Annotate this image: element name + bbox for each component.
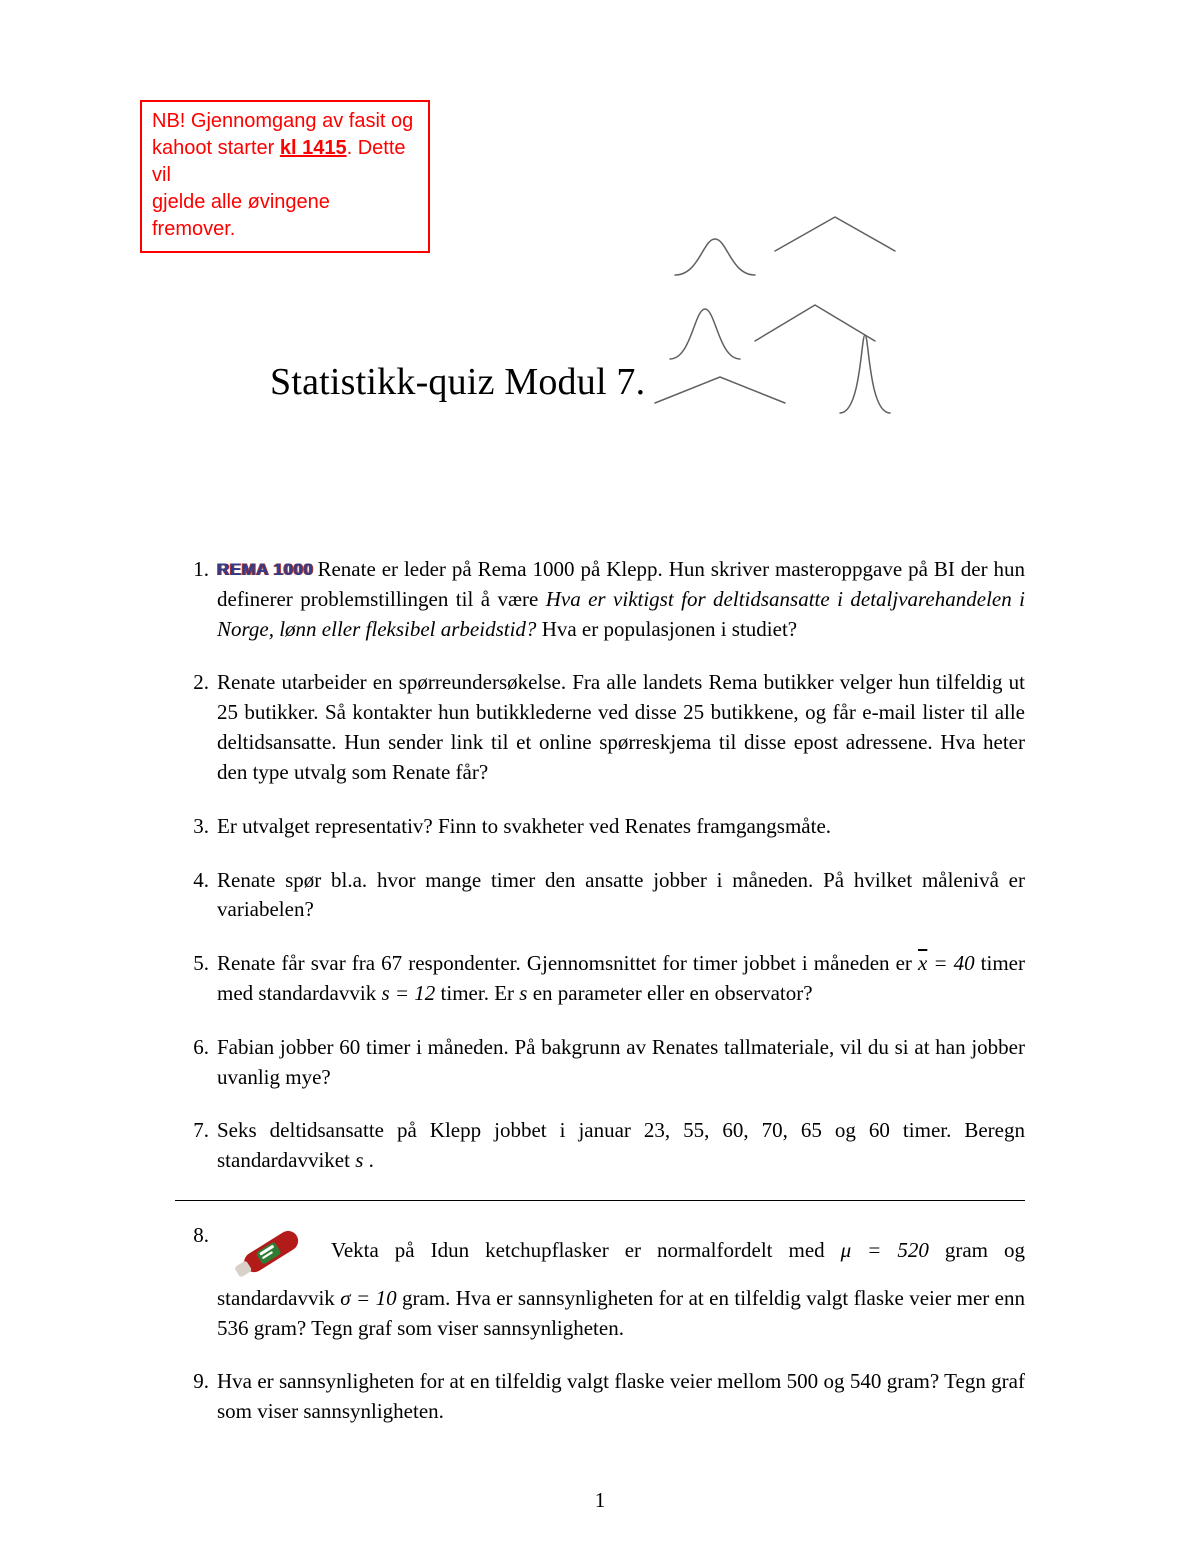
q-text: Renate spør bl.a. hvor mange timer den a… — [217, 868, 1025, 922]
math: s = 12 — [381, 981, 435, 1005]
question-number: 5. — [175, 949, 217, 1009]
q-text: Vekta på Idun ketchupflasker er normalfo… — [331, 1238, 841, 1262]
notice-box: NB! Gjennomgang av fasit og kahoot start… — [140, 100, 430, 253]
q-text: Hva er populasjonen i studiet? — [536, 617, 797, 641]
q-text: Renate utarbeider en spørreundersøkelse.… — [217, 670, 1025, 783]
notice-underlined: kl 1415 — [280, 137, 347, 159]
question-number: 2. — [175, 668, 217, 787]
title-block: Statistikk-quiz Modul 7. — [270, 360, 970, 404]
question-item: 9.Hva er sannsynligheten for at en tilfe… — [175, 1367, 1025, 1427]
section-divider — [175, 1200, 1025, 1201]
question-item: 2.Renate utarbeider en spørreundersøkels… — [175, 668, 1025, 787]
q-text: Seks deltidsansatte på Klepp jobbet i ja… — [217, 1118, 1025, 1172]
question-body: Hva er sannsynligheten for at en tilfeld… — [217, 1367, 1025, 1427]
math: μ = 520 — [841, 1238, 929, 1262]
question-body: Renate får svar fra 67 respondenter. Gje… — [217, 949, 1025, 1009]
question-number: 3. — [175, 812, 217, 842]
question-body: REMA 1000Renate er leder på Rema 1000 på… — [217, 555, 1025, 644]
math: x = 40 — [918, 951, 975, 975]
question-item: 8. Vekta på Idun ketchupflasker er norma… — [175, 1221, 1025, 1343]
question-item: 1.REMA 1000Renate er leder på Rema 1000 … — [175, 555, 1025, 644]
question-item: 4.Renate spør bl.a. hvor mange timer den… — [175, 866, 1025, 926]
q-text: . — [363, 1148, 374, 1172]
page-number: 1 — [0, 1488, 1200, 1513]
questions-list: 1.REMA 1000Renate er leder på Rema 1000 … — [175, 555, 1025, 1451]
notice-line3: gjelde alle øvingene fremover. — [152, 191, 330, 240]
question-body: Vekta på Idun ketchupflasker er normalfo… — [217, 1221, 1025, 1343]
question-number: 6. — [175, 1033, 217, 1093]
page: NB! Gjennomgang av fasit og kahoot start… — [0, 0, 1200, 1553]
math: σ = 10 — [340, 1286, 396, 1310]
question-number: 1. — [175, 555, 217, 644]
q-text: Er utvalget representativ? Finn to svakh… — [217, 814, 831, 838]
question-number: 7. — [175, 1116, 217, 1176]
question-body: Fabian jobber 60 timer i måneden. På bak… — [217, 1033, 1025, 1093]
notice-line2a: kahoot starter — [152, 137, 280, 159]
question-body: Renate spør bl.a. hvor mange timer den a… — [217, 866, 1025, 926]
ketchup-icon — [217, 1221, 327, 1281]
question-body: Renate utarbeider en spørreundersøkelse.… — [217, 668, 1025, 787]
question-number: 8. — [175, 1221, 217, 1343]
q-text: Renate får svar fra 67 respondenter. Gje… — [217, 951, 918, 975]
question-item: 6.Fabian jobber 60 timer i måneden. På b… — [175, 1033, 1025, 1093]
ketchup-illustration — [217, 1221, 327, 1290]
question-body: Seks deltidsansatte på Klepp jobbet i ja… — [217, 1116, 1025, 1176]
q-text: Hva er sannsynligheten for at en tilfeld… — [217, 1369, 1025, 1423]
question-body: Er utvalget representativ? Finn to svakh… — [217, 812, 1025, 842]
q-text: timer. Er — [435, 981, 519, 1005]
page-title: Statistikk-quiz Modul 7. — [270, 361, 645, 403]
question-number: 9. — [175, 1367, 217, 1427]
notice-line1: NB! Gjennomgang av fasit og — [152, 110, 413, 132]
question-item: 5.Renate får svar fra 67 respondenter. G… — [175, 949, 1025, 1009]
q-text: en parameter eller en observator? — [527, 981, 812, 1005]
question-item: 7.Seks deltidsansatte på Klepp jobbet i … — [175, 1116, 1025, 1176]
question-item: 3.Er utvalget representativ? Finn to sva… — [175, 812, 1025, 842]
question-number: 4. — [175, 866, 217, 926]
rema-logo: REMA 1000 — [217, 558, 313, 582]
q-text: Fabian jobber 60 timer i måneden. På bak… — [217, 1035, 1025, 1089]
